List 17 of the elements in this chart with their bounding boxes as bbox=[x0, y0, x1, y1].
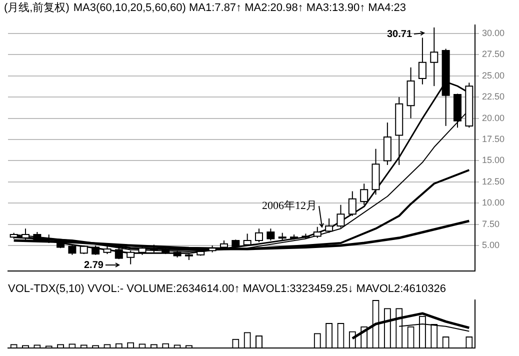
chart-subtitle: MA3(60,10,20,5,60,60) MA1:7.87↑ MA2:20.98↑ MA3:13.90↑ MA4:23 bbox=[73, 2, 406, 14]
y-tick-label: 30.00 bbox=[482, 28, 505, 38]
y-tick-label: 10.00 bbox=[482, 198, 505, 208]
annotation: 2.79 bbox=[84, 260, 104, 271]
chart-title: (月线,前复权) bbox=[4, 2, 70, 14]
y-tick-label: 22.50 bbox=[482, 92, 505, 102]
y-tick-label: 25.00 bbox=[482, 70, 505, 80]
y-tick-label: 27.50 bbox=[482, 49, 505, 60]
chart-subtitle: VOL-TDX(5,10) VVOL:- VOLUME:2634614.00↑ MAVOL1:3323459.25↓ MAVOL2:4610326 bbox=[8, 283, 446, 295]
y-tick-label: 15.00 bbox=[482, 155, 505, 166]
annotation: 30.71 bbox=[387, 29, 412, 40]
y-tick-label: 12.50 bbox=[482, 176, 505, 186]
y-tick-label: 20.00 bbox=[482, 112, 505, 123]
y-tick-label: 7.50 bbox=[482, 218, 500, 229]
y-tick-label: 17.50 bbox=[482, 134, 505, 144]
y-tick-label: 5.00 bbox=[482, 240, 500, 250]
annotation: 2006年12月 bbox=[262, 200, 317, 212]
